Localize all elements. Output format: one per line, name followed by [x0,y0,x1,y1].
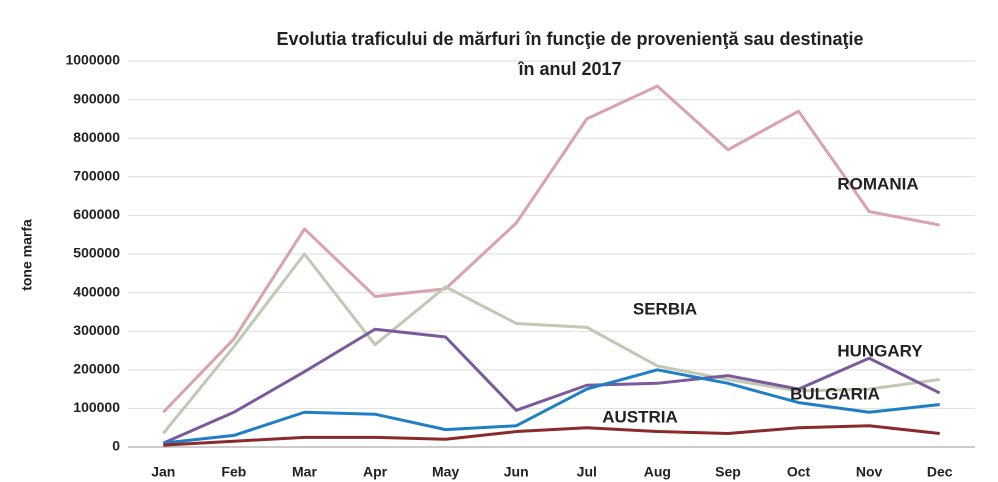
x-tick-label: Sep [715,464,741,480]
series-line [163,424,940,447]
x-tick-label: Jul [577,464,597,480]
series-line [162,84,940,414]
x-tick-label: Oct [787,464,811,480]
series-line [163,368,940,445]
x-tick-label: Aug [644,464,671,480]
x-tick-label: Jun [504,464,529,480]
y-tick-label: 600000 [73,206,120,222]
y-tick-label: 400000 [73,283,120,299]
series-line [162,327,941,445]
chart-title: în anul 2017 [517,59,621,79]
x-tick-label: Nov [856,464,883,480]
x-tick-label: Mar [292,464,317,480]
y-tick-label: 700000 [73,168,120,184]
chart-title: Evolutia traficului de mărfuri în funcţi… [276,29,863,49]
y-tick-label: 800000 [73,129,120,145]
y-tick-label: 200000 [73,361,120,377]
x-tick-label: May [432,464,459,480]
x-tick-label: Feb [221,464,246,480]
y-tick-label: 300000 [73,322,120,338]
series-label: BULGARIA [790,384,880,403]
y-tick-label: 900000 [73,90,120,106]
series-line [162,252,940,435]
y-tick-label: 0 [112,438,120,454]
y-tick-label: 500000 [73,245,120,261]
x-tick-label: Jan [151,464,175,480]
series-label: AUSTRIA [602,407,678,426]
series-label: HUNGARY [837,341,923,360]
x-tick-label: Apr [363,464,388,480]
series-label: SERBIA [633,299,697,318]
x-tick-label: Dec [927,464,953,480]
series-label: ROMANIA [837,174,918,193]
y-tick-label: 100000 [73,399,120,415]
y-tick-label: 1000000 [65,52,120,68]
y-axis-label: tone marfa [19,219,35,291]
